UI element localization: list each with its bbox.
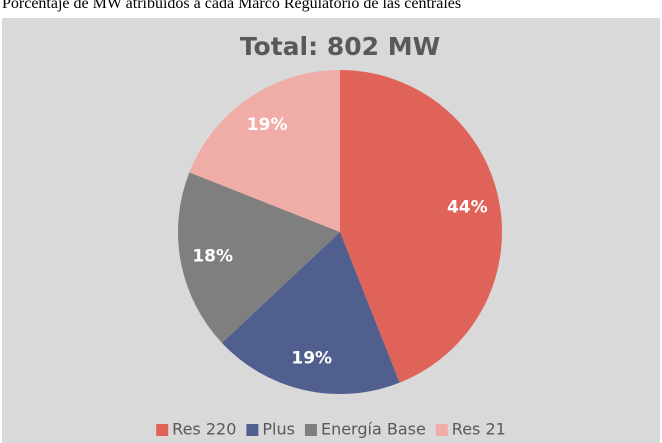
- pie-slice: [178, 172, 340, 343]
- caption: Porcentaje de MW atribuidos a cada Marco…: [2, 0, 461, 12]
- pie: 44% 19% 18% 19%: [178, 70, 503, 394]
- legend-label: Energía Base: [321, 420, 426, 439]
- legend-swatch: [304, 424, 317, 436]
- data-label: 19%: [247, 115, 288, 135]
- chart-title: Total: 802 MW: [240, 32, 440, 61]
- pie-slice: [221, 232, 400, 394]
- data-label: 18%: [192, 246, 233, 266]
- legend-swatch: [246, 424, 259, 436]
- data-label: 19%: [291, 348, 332, 368]
- legend-swatch: [435, 424, 448, 436]
- legend-label: Plus: [262, 420, 295, 439]
- legend-label: Res 220: [172, 420, 236, 439]
- legend: Res 220 Plus Energía Base Res 21: [156, 420, 506, 439]
- pie-slice: [340, 70, 503, 383]
- pie-slice: [189, 70, 340, 232]
- legend-label: Res 21: [452, 420, 506, 439]
- legend-swatch: [156, 424, 169, 436]
- data-label: 44%: [447, 198, 488, 218]
